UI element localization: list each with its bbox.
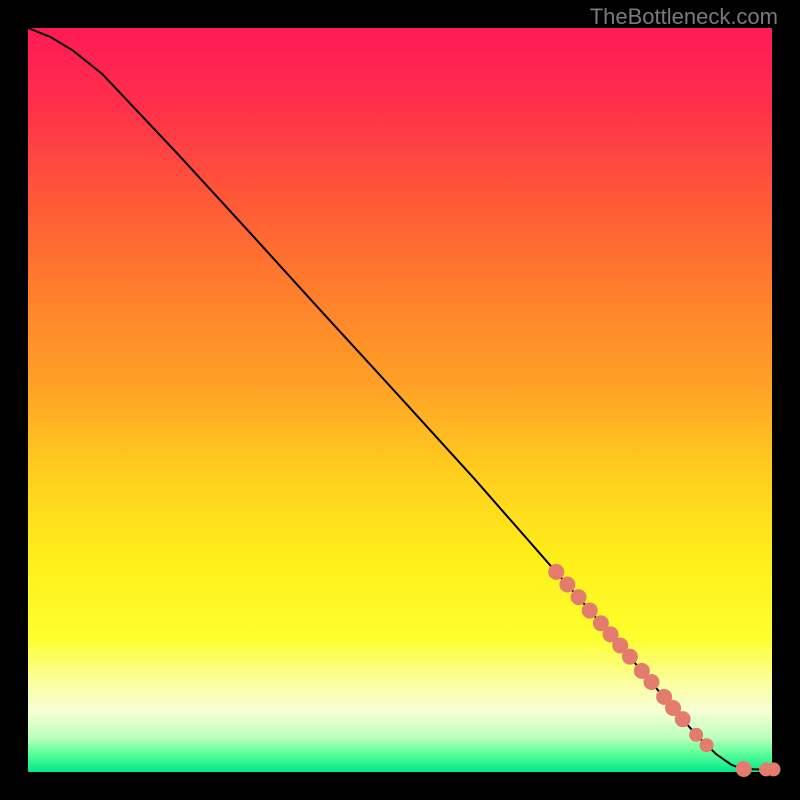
data-marker	[571, 589, 587, 605]
data-marker	[689, 728, 703, 742]
watermark-text: TheBottleneck.com	[590, 4, 778, 30]
data-marker	[559, 577, 575, 593]
data-marker	[675, 711, 691, 727]
chart-stage: TheBottleneck.com	[0, 0, 800, 800]
data-markers	[548, 564, 780, 777]
data-marker	[766, 762, 780, 776]
data-marker	[700, 738, 714, 752]
data-marker	[582, 603, 598, 619]
plot-svg	[0, 0, 800, 800]
data-marker	[643, 674, 659, 690]
bottleneck-curve	[28, 28, 772, 769]
data-marker	[736, 761, 752, 777]
data-marker	[548, 564, 564, 580]
data-marker	[622, 649, 638, 665]
